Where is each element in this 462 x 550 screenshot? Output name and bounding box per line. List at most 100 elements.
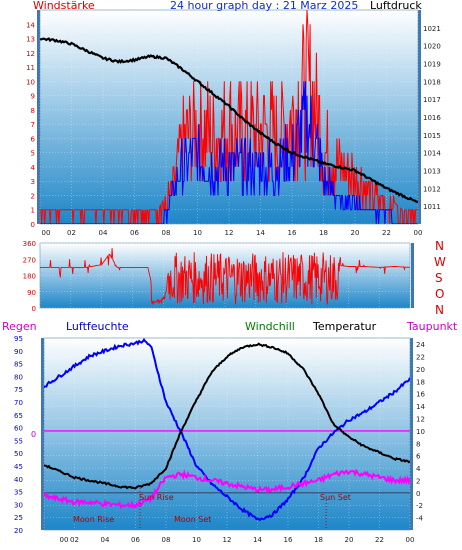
humidity-series: [44, 338, 410, 522]
pressure-y-tick-label: 1011: [423, 203, 441, 211]
wind-x-tick-label: 12: [225, 229, 234, 237]
wind-y-tick-label: 10: [26, 78, 35, 86]
temp-y-tick-label: 20: [416, 366, 425, 374]
wind-y-tick-label: 2: [31, 192, 35, 200]
humidity-y-tick-label: 75: [14, 386, 23, 394]
humidity-y-tick-label: 90: [14, 348, 23, 356]
wind-speed-label: Windstärke: [33, 0, 95, 12]
temp-x-tick-label: 20: [345, 536, 354, 544]
wind-x-tick-label: 00: [414, 229, 423, 237]
temp-x-tick-label: 04: [101, 536, 110, 544]
temp-y-tick-label: 16: [416, 391, 425, 399]
temp-x-tick-label: 16: [284, 536, 293, 544]
temp-axis-strip: [410, 338, 413, 530]
direction-y-tick-label: 360: [23, 240, 36, 248]
direction-y-tick-label: 90: [27, 289, 36, 297]
wind-y-tick-label: 14: [26, 21, 35, 29]
direction-y-tick-label: 270: [23, 256, 36, 264]
humidity-left-axis-strip: [41, 338, 44, 530]
temp-y-tick-label: -4: [416, 515, 424, 523]
temp-x-tick-label: 00: [60, 536, 69, 544]
temp-x-tick-label: 02: [70, 536, 79, 544]
temp-y-tick-label: 14: [416, 403, 425, 411]
humidity-y-tick-label: 25: [14, 514, 23, 522]
direction-letter-w: W: [434, 255, 446, 269]
humidity-y-tick-label: 30: [14, 501, 23, 509]
wind-x-tick-label: 06: [130, 229, 139, 237]
wind-left-axis-strip: [37, 10, 40, 224]
humidity-y-tick-label: 55: [14, 437, 23, 445]
pressure-y-tick-label: 1021: [423, 25, 441, 33]
direction-y-tick-label: 0: [32, 305, 36, 313]
wind-x-tick-label: 02: [67, 229, 76, 237]
direction-y-tick-label: 180: [23, 273, 36, 281]
wind-x-tick-label: 08: [162, 229, 171, 237]
pressure-axis-strip: [418, 10, 421, 224]
wind-y-tick-label: 5: [31, 150, 35, 158]
dewpoint-label: Taupunkt: [407, 320, 458, 333]
pressure-label: Luftdruck: [370, 0, 422, 12]
temp-x-tick-label: 12: [223, 536, 232, 544]
humidity-label: Luftfeuchte: [66, 320, 129, 333]
humidity-y-tick-label: 60: [14, 425, 23, 433]
sun-rise-annotation: Sun Rise: [139, 493, 174, 502]
direction-letter-n-top: N: [435, 239, 444, 253]
wind-panel-bg: [39, 9, 419, 225]
wind-y-tick-label: 0: [31, 221, 35, 229]
temp-x-tick-label: 00: [406, 536, 415, 544]
temp-y-tick-label: 22: [416, 354, 425, 362]
temp-y-tick-label: 10: [416, 428, 425, 436]
dewpoint-series: [44, 468, 410, 510]
direction-letter-s: S: [435, 271, 443, 285]
humidity-y-tick-label: 35: [14, 489, 23, 497]
wind-x-tick-label: 00: [42, 229, 51, 237]
temp-marks: [44, 338, 410, 522]
wind-y-tick-label: 8: [31, 107, 35, 115]
pressure-y-tick-label: 1018: [423, 78, 441, 86]
moon-set-annotation: Moon Set: [174, 515, 212, 524]
humidity-y-tick-label: 65: [14, 412, 23, 420]
temp-y-tick-label: 6: [416, 453, 421, 461]
wind-x-tick-label: 18: [319, 229, 328, 237]
temp-x-tick-label: 18: [314, 536, 323, 544]
wind-x-tick-label: 10: [193, 229, 202, 237]
pressure-y-tick-label: 1019: [423, 61, 441, 69]
pressure-series: [40, 37, 418, 204]
humidity-y-tick-label: 70: [14, 399, 23, 407]
temp-y-tick-label: 12: [416, 416, 425, 424]
wind-y-tick-label: 1: [31, 207, 35, 215]
temp-y-tick-label: 18: [416, 378, 425, 386]
humidity-y-tick-label: 80: [14, 373, 23, 381]
humidity-y-tick-label: 50: [14, 450, 23, 458]
pressure-y-tick-label: 1020: [423, 43, 441, 51]
pressure-y-tick-label: 1012: [423, 185, 441, 193]
humidity-y-tick-label: 85: [14, 361, 23, 369]
wind-y-tick-label: 6: [31, 135, 36, 143]
moon-rise-annotation: Moon Rise: [73, 515, 115, 524]
temp-y-tick-label: 8: [416, 440, 420, 448]
temp-y-tick-label: -2: [416, 502, 423, 510]
pressure-y-tick-label: 1013: [423, 168, 441, 176]
wind-y-tick-label: 3: [31, 178, 35, 186]
temp-x-tick-label: 10: [192, 536, 201, 544]
direction-letter-o: O: [435, 287, 445, 301]
wind-x-tick-label: 16: [288, 229, 297, 237]
temp-x-tick-label: 22: [375, 536, 384, 544]
data-marks: [40, 10, 418, 530]
wind-y-tick-label: 13: [26, 36, 35, 44]
direction-letter-n-bottom: N: [435, 303, 444, 317]
wind-y-tick-label: 7: [31, 121, 35, 129]
axis-ticks: 00 02 04 06 08 10 12 14 16 18 20 22 0001234567891011…: [14, 21, 441, 544]
wind-marks: [40, 10, 418, 224]
humidity-y-tick-label: 95: [14, 335, 23, 343]
wind-direction-series: [40, 248, 410, 306]
temp-y-tick-label: 24: [416, 341, 425, 349]
temp-y-tick-label: 2: [416, 477, 420, 485]
pressure-y-tick-label: 1017: [423, 96, 441, 104]
rain-label: Regen: [2, 320, 37, 333]
windchill-label: Windchill: [245, 320, 295, 333]
temp-x-tick-label: 14: [253, 536, 262, 544]
temp-x-tick-label: 08: [162, 536, 171, 544]
wind-x-tick-label: 04: [99, 229, 108, 237]
